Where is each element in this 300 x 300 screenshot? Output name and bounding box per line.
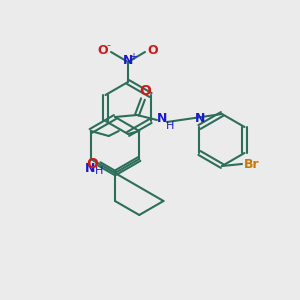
Text: H: H bbox=[94, 166, 103, 176]
Text: -: - bbox=[106, 40, 110, 50]
Text: O: O bbox=[139, 84, 151, 98]
Text: +: + bbox=[129, 52, 137, 62]
Text: N: N bbox=[85, 161, 95, 175]
Text: N: N bbox=[123, 55, 133, 68]
Text: N: N bbox=[157, 112, 167, 125]
Text: O: O bbox=[98, 44, 108, 58]
Text: O: O bbox=[86, 157, 98, 171]
Text: N: N bbox=[195, 112, 206, 125]
Text: O: O bbox=[148, 44, 158, 58]
Text: H: H bbox=[166, 121, 174, 131]
Text: Br: Br bbox=[244, 158, 260, 170]
